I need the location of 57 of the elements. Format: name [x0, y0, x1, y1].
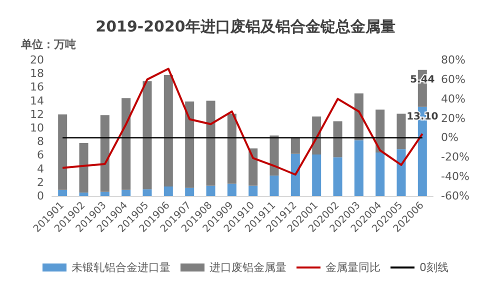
y2-tick-label: 0%	[441, 131, 458, 144]
bar	[122, 98, 131, 190]
y-tick-label: 18	[30, 67, 44, 80]
y-tick-label: 4	[37, 162, 44, 176]
y-tick-label: 20	[30, 54, 44, 66]
y-axis-title: 单位：万吨	[20, 38, 76, 51]
y-tick-label: 0	[37, 190, 44, 202]
legend-label: 进口废铝金属量	[210, 261, 286, 274]
bar	[227, 184, 236, 196]
bar	[206, 100, 216, 186]
bar	[79, 192, 88, 196]
bar	[270, 135, 279, 176]
y-tick-label: 14	[30, 94, 44, 108]
bar	[100, 115, 110, 192]
y2-tick-label: 60%	[441, 72, 466, 86]
legend-label: 金属量同比	[326, 261, 380, 274]
y2-tick-label: 40%	[441, 92, 466, 106]
bar	[396, 149, 406, 196]
y2-tick-label: 20%	[441, 112, 466, 125]
y-tick-label: 8	[37, 135, 44, 148]
bar	[58, 190, 68, 196]
bar	[354, 140, 364, 196]
bar	[248, 186, 258, 196]
bar	[122, 190, 131, 196]
chart-title: 2019-2020年进口废铝及铝合金锭总金属量	[96, 18, 396, 36]
bar	[142, 189, 152, 196]
y-tick-label: 10	[30, 122, 44, 134]
y2-tick-label: -40%	[441, 170, 470, 184]
legend-label: 未锻轧铝合金进口量	[72, 261, 170, 274]
bar	[164, 186, 173, 196]
bar	[142, 81, 152, 190]
bar	[270, 176, 279, 196]
bar	[312, 154, 322, 196]
bar	[290, 138, 300, 154]
bar	[79, 142, 88, 193]
bar	[185, 188, 194, 196]
bar	[248, 148, 258, 186]
y2-tick-label: -20%	[441, 150, 470, 164]
y-tick-label: 2	[37, 176, 44, 189]
bar	[185, 101, 194, 188]
bar	[100, 192, 110, 196]
bar	[58, 114, 68, 190]
bar	[333, 121, 342, 158]
bar	[290, 154, 300, 196]
bar	[164, 74, 173, 186]
bar	[206, 186, 216, 196]
bar	[333, 157, 342, 196]
bar	[396, 114, 406, 150]
y2-tick-label: 80%	[441, 54, 466, 66]
y-tick-label: 6	[37, 148, 44, 162]
bar	[376, 110, 385, 152]
y-tick-label: 12	[30, 108, 44, 121]
bar	[227, 114, 236, 184]
y-tick-label: 16	[30, 80, 44, 94]
legend-label: 0刻线	[420, 261, 448, 274]
y2-tick-label: -60%	[441, 190, 470, 202]
bar	[376, 152, 385, 196]
